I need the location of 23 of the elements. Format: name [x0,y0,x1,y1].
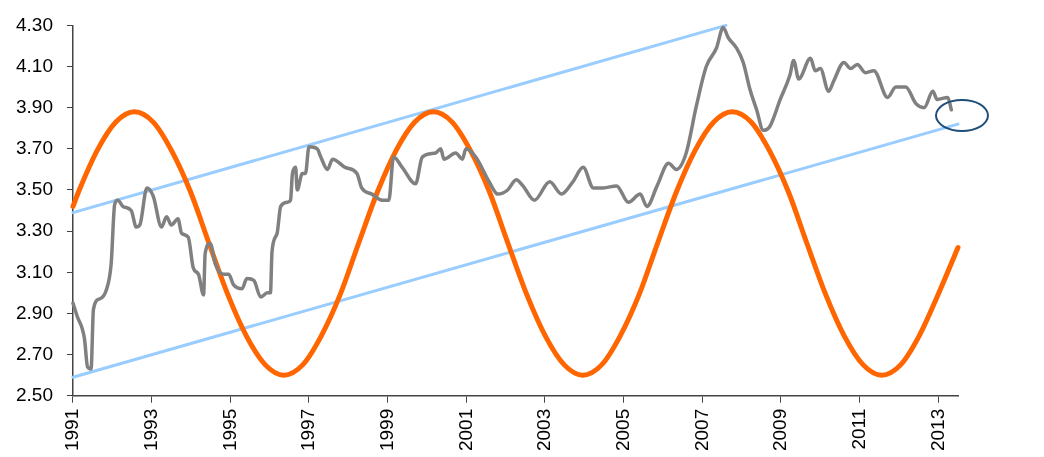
y-tick-label: 3.10 [16,260,53,282]
x-tick-label: 2005 [611,408,633,452]
y-tick-label: 3.50 [16,178,53,200]
y-tick-label: 4.30 [16,13,53,35]
x-tick-label: 1991 [61,408,83,452]
y-tick-label: 2.70 [16,342,53,364]
y-tick-label: 3.70 [16,137,53,159]
x-tick-label: 1997 [297,408,319,452]
y-tick-label: 3.90 [16,95,53,117]
y-tick-label: 2.90 [16,301,53,323]
x-tick-label: 2007 [690,408,712,452]
x-tick-label: 2013 [926,408,948,452]
x-tick-label: 1999 [375,408,397,452]
y-tick-label: 2.50 [16,383,53,405]
x-tick-label: 1993 [139,408,161,452]
x-tick-label: 2001 [454,408,476,452]
x-tick-label: 2003 [533,408,555,452]
line-series [71,25,954,371]
y-tick-label: 3.30 [16,219,53,241]
x-tick-label: 2011 [847,408,869,450]
y-tick-label: 4.10 [16,54,53,76]
x-tick-label: 2009 [769,408,791,452]
x-tick-label: 1995 [218,408,240,452]
